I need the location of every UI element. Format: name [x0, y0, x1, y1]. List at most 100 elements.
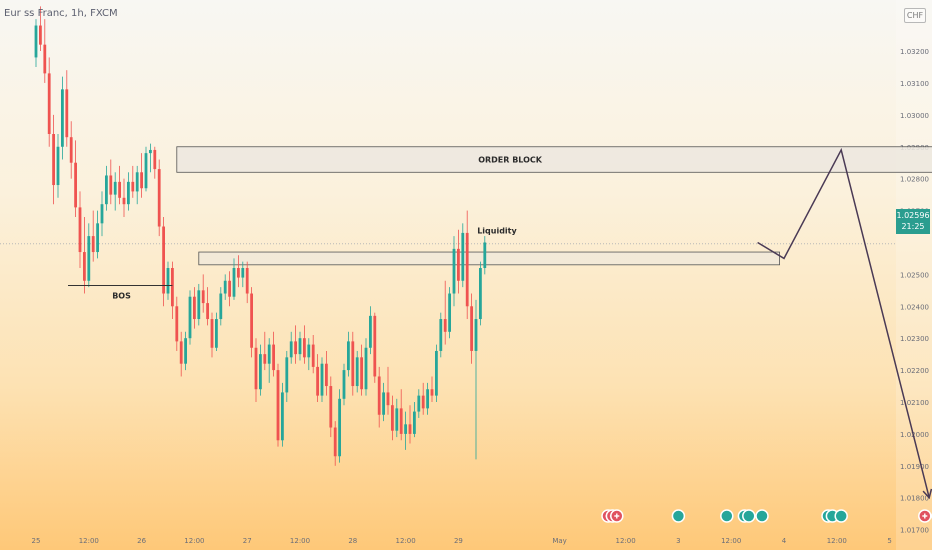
- candle-body: [184, 338, 187, 364]
- candle: [439, 312, 443, 358]
- candle: [171, 261, 174, 320]
- bos-label: BOS: [112, 292, 131, 301]
- candle-body: [78, 207, 82, 253]
- candle: [34, 19, 38, 67]
- candle: [201, 274, 205, 313]
- y-tick-label: 1.02000: [900, 431, 929, 439]
- candle-body: [276, 370, 280, 441]
- x-tick-label: 4: [782, 537, 787, 545]
- candle-body: [87, 236, 91, 281]
- candle: [430, 376, 434, 402]
- candle-body: [316, 366, 319, 396]
- event-marker: [720, 509, 734, 523]
- candle: [118, 165, 121, 205]
- symbol-name-right: ss Franc, 1h, FXCM: [23, 8, 118, 19]
- candle-body: [201, 290, 205, 304]
- candle: [298, 331, 302, 361]
- candle-body: [281, 392, 284, 441]
- candle-body: [228, 280, 231, 297]
- candle-body: [479, 268, 482, 320]
- candle-body: [245, 268, 249, 294]
- candle: [166, 261, 170, 300]
- candle: [320, 357, 324, 402]
- candle-body: [404, 424, 407, 434]
- candle-body: [237, 268, 240, 278]
- candle-body: [369, 315, 372, 348]
- y-tick-label: 1.02100: [900, 399, 929, 407]
- currency-button[interactable]: CHF: [904, 8, 926, 23]
- candle: [109, 159, 113, 205]
- candle-body: [298, 338, 302, 355]
- candle: [408, 405, 412, 444]
- candle: [179, 331, 183, 377]
- candle: [479, 261, 482, 326]
- candle-body: [360, 357, 363, 390]
- candle: [294, 325, 297, 364]
- candle: [135, 165, 139, 205]
- candle-body: [461, 232, 465, 281]
- candle-body: [100, 204, 104, 224]
- candle-body: [443, 319, 447, 332]
- candle-body: [157, 169, 161, 227]
- candle: [377, 366, 381, 428]
- candle-body: [272, 344, 275, 371]
- x-tick-label: 25: [32, 537, 41, 545]
- candle: [184, 331, 187, 371]
- candle-body: [144, 153, 148, 189]
- candle-body: [373, 315, 377, 377]
- candle-body: [329, 386, 333, 428]
- x-tick-label: 5: [887, 537, 891, 545]
- symbol-title[interactable]: Eur ss Franc, 1h, FXCM: [4, 8, 118, 19]
- candle-body: [140, 172, 143, 189]
- candle-body: [263, 354, 267, 364]
- candle: [325, 350, 328, 396]
- candle-body: [417, 395, 421, 412]
- candle: [333, 421, 337, 466]
- candle-body: [391, 405, 394, 431]
- candle: [470, 293, 473, 364]
- liquidity-zone: [198, 251, 780, 266]
- candle-body: [395, 408, 399, 431]
- candle: [78, 191, 82, 268]
- candle-body: [413, 411, 416, 434]
- candle-body: [386, 392, 390, 406]
- candle: [417, 389, 421, 418]
- x-tick-label: May: [552, 537, 566, 545]
- candle-body: [347, 341, 350, 371]
- candle: [272, 331, 275, 377]
- candle-body: [430, 389, 434, 396]
- y-tick-label: 1.03000: [900, 112, 929, 120]
- candle: [285, 350, 289, 402]
- candle: [140, 153, 143, 198]
- candle: [483, 236, 487, 275]
- candle-body: [135, 172, 139, 192]
- candle-body: [435, 350, 438, 396]
- x-tick-label: 12:00: [827, 537, 847, 545]
- candle-body: [289, 341, 293, 358]
- candle: [289, 331, 293, 364]
- candle-body: [307, 344, 311, 358]
- candle: [47, 57, 51, 147]
- candle-body: [474, 319, 478, 351]
- candle: [210, 312, 214, 358]
- candle-body: [382, 392, 385, 415]
- candle-body: [426, 389, 429, 409]
- candle-body: [65, 89, 69, 138]
- candle-body: [96, 223, 99, 253]
- candle: [364, 338, 368, 396]
- candle-body: [118, 181, 121, 198]
- candle: [61, 76, 64, 160]
- candle-body: [325, 363, 328, 387]
- candle-body: [61, 89, 64, 147]
- candle-body: [294, 341, 297, 355]
- candle: [127, 172, 130, 211]
- candle: [96, 210, 99, 259]
- candle: [342, 363, 346, 406]
- candle: [105, 165, 108, 211]
- candle: [245, 261, 249, 304]
- x-tick-label: 27: [243, 537, 252, 545]
- y-tick-label: 1.02200: [900, 367, 929, 375]
- symbol-name-left: Eur: [4, 8, 21, 19]
- candle: [188, 290, 192, 345]
